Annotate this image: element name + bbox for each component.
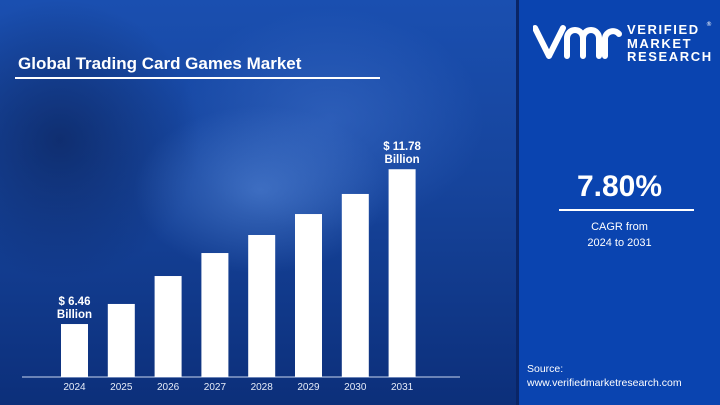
bar-2028 xyxy=(248,234,276,377)
x-tick-label: 2029 xyxy=(297,382,320,393)
brand-name: VERIFIED MARKET RESEARCH xyxy=(627,23,713,64)
bar-2027 xyxy=(201,253,229,377)
cagr-label-line-2: 2024 to 2031 xyxy=(587,237,652,249)
x-tick-label: 2030 xyxy=(344,382,367,393)
x-tick-label: 2028 xyxy=(251,382,274,393)
brand-line-1: VERIFIED xyxy=(627,22,700,37)
title-underline xyxy=(15,77,380,79)
cagr-divider xyxy=(559,209,694,211)
source-label: Source: xyxy=(527,363,564,375)
cagr-label: CAGR from 2024 to 2031 xyxy=(519,219,720,251)
brand-line-3: RESEARCH xyxy=(627,49,713,64)
bar-2024 xyxy=(61,324,88,377)
bar-2031 xyxy=(388,169,416,377)
panel-divider xyxy=(516,0,519,405)
data-label-unit: Billion xyxy=(57,309,92,321)
info-panel xyxy=(519,0,720,405)
source: Source: www.verifiedmarketresearch.com xyxy=(527,362,682,390)
data-label-unit: Billion xyxy=(385,154,420,166)
x-tick-label: 2025 xyxy=(110,382,133,393)
bar-2025 xyxy=(107,303,135,377)
chart-title: Global Trading Card Games Market xyxy=(18,54,302,73)
x-tick-label: 2031 xyxy=(391,382,414,393)
bar-2030 xyxy=(341,193,369,377)
brand-line-2: MARKET xyxy=(627,35,693,51)
cagr-label-line-1: CAGR from xyxy=(591,221,648,233)
source-url[interactable]: www.verifiedmarketresearch.com xyxy=(527,377,682,389)
x-tick-label: 2027 xyxy=(204,382,227,393)
data-label-value: $ 11.78 xyxy=(383,141,421,153)
bar-2026 xyxy=(154,276,182,377)
bar-2029 xyxy=(295,214,322,377)
vmr-logo-icon xyxy=(533,25,622,59)
x-tick-label: 2024 xyxy=(63,382,86,393)
x-tick-label: 2026 xyxy=(157,382,180,393)
cagr-value: 7.80% xyxy=(576,170,663,203)
data-label-value: $ 6.46 xyxy=(59,296,91,308)
registered-mark: ® xyxy=(706,21,712,28)
